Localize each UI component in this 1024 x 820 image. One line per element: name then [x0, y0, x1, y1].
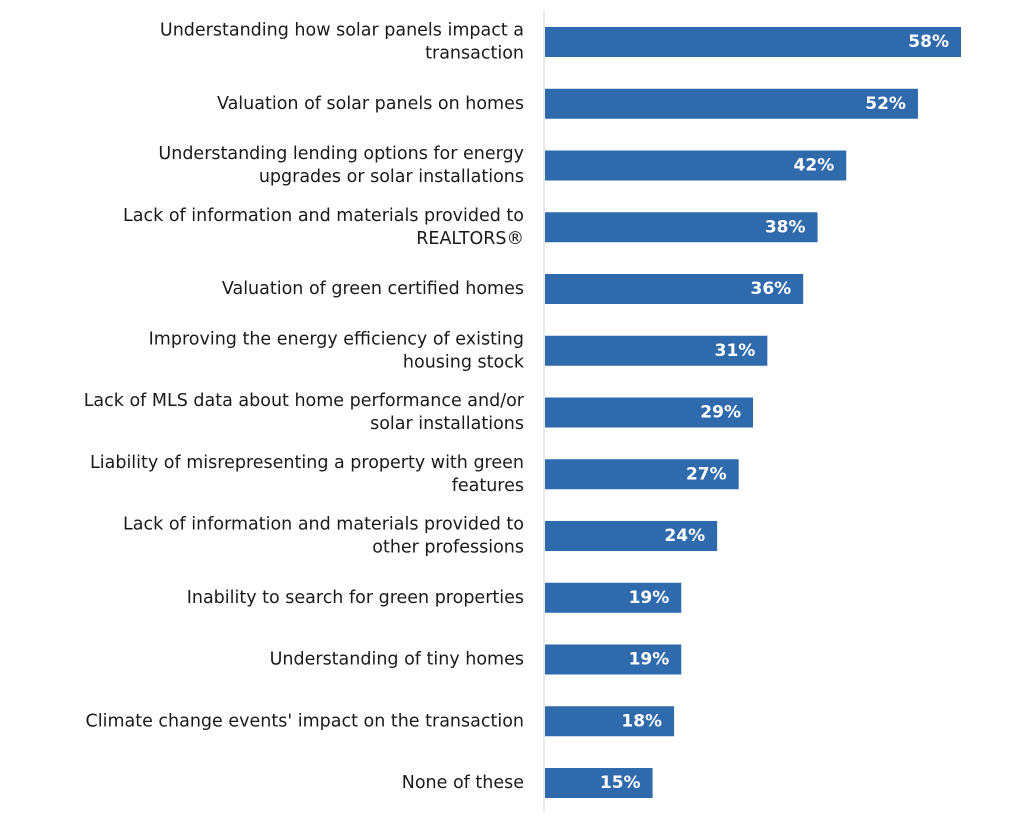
- value-label: 31%: [715, 341, 756, 361]
- category-label-line: Improving the energy efficiency of exist…: [149, 329, 524, 349]
- value-labels-layer: 58% 52% 42% 38% 36% 31% 29% 27% 24% 19% 19% 18% 15%: [600, 32, 949, 793]
- value-label: 42%: [794, 156, 835, 176]
- category-label: Improving the energy efficiency of exist…: [149, 329, 525, 372]
- bar: [545, 274, 804, 304]
- category-label-line: Inability to search for green properties: [187, 588, 524, 608]
- category-label: Liability of misrepresenting a property …: [90, 453, 524, 496]
- category-label: Valuation of solar panels on homes: [217, 94, 524, 114]
- bar: [545, 150, 847, 181]
- category-label-line: Lack of information and materials provid…: [123, 515, 524, 535]
- bar: [545, 212, 818, 243]
- value-label: 19%: [629, 650, 670, 670]
- category-label: Climate change events' impact on the tra…: [86, 711, 525, 731]
- bar: [545, 397, 753, 428]
- category-label-line: Valuation of green certified homes: [222, 279, 524, 299]
- category-label-line: Lack of MLS data about home performance …: [84, 391, 525, 411]
- category-label-line: transaction: [425, 44, 524, 64]
- bar: [545, 88, 918, 119]
- category-label-line: Climate change events' impact on the tra…: [86, 711, 525, 731]
- category-label-line: Understanding of tiny homes: [270, 650, 524, 670]
- category-label-line: Lack of information and materials provid…: [123, 206, 524, 226]
- bar: [545, 27, 961, 57]
- category-label-line: REALTORS®: [416, 229, 524, 249]
- category-label-line: solar installations: [370, 414, 524, 434]
- value-label: 29%: [700, 403, 741, 423]
- value-label: 15%: [600, 773, 641, 793]
- category-label-line: None of these: [402, 773, 524, 793]
- bar: [545, 521, 718, 551]
- value-label: 18%: [621, 711, 662, 731]
- bar: [545, 335, 768, 366]
- value-label: 27%: [686, 464, 727, 484]
- category-label: Understanding lending options for energy…: [158, 144, 524, 187]
- value-label: 24%: [664, 526, 705, 546]
- value-label: 36%: [751, 279, 792, 299]
- category-label-line: features: [452, 476, 524, 496]
- bar: [545, 459, 739, 490]
- bar: [545, 706, 675, 737]
- category-labels-layer: Understanding how solar panels impact a t…: [84, 21, 525, 794]
- value-label: 38%: [765, 217, 806, 237]
- category-label: Lack of information and materials provid…: [123, 515, 524, 558]
- bar: [545, 768, 653, 798]
- category-label: Lack of information and materials provid…: [123, 206, 524, 249]
- category-label: Understanding how solar panels impact a t…: [160, 21, 524, 64]
- category-label-line: other professions: [372, 538, 524, 558]
- category-label: Inability to search for green properties: [187, 588, 524, 608]
- value-label: 19%: [629, 588, 670, 608]
- category-label: Lack of MLS data about home performance …: [84, 391, 525, 434]
- category-label-line: housing stock: [403, 352, 525, 372]
- category-label-line: Valuation of solar panels on homes: [217, 94, 524, 114]
- bars-layer: [545, 27, 961, 798]
- category-label: Understanding of tiny homes: [270, 650, 524, 670]
- category-label-line: upgrades or solar installations: [259, 167, 524, 187]
- category-label-line: Understanding how solar panels impact a: [160, 21, 524, 41]
- value-label: 52%: [865, 94, 906, 114]
- bar: [545, 582, 682, 613]
- category-label-line: Liability of misrepresenting a property …: [90, 453, 524, 473]
- category-label: Valuation of green certified homes: [222, 279, 524, 299]
- category-label: None of these: [402, 773, 524, 793]
- value-label: 58%: [908, 32, 949, 52]
- bar: [545, 644, 682, 675]
- category-label-line: Understanding lending options for energy: [158, 144, 524, 164]
